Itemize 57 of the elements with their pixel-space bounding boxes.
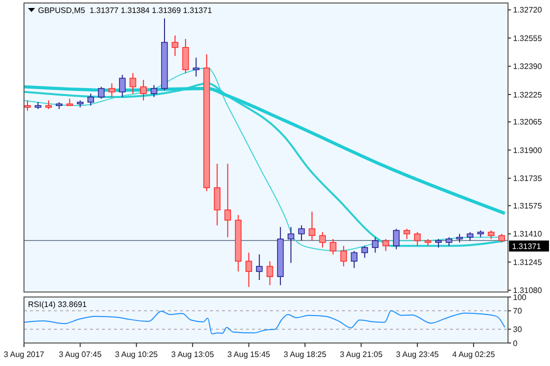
y-tick-label: 100 (513, 292, 527, 302)
y-tick-label: 70 (513, 306, 522, 316)
candlestick (130, 72, 136, 94)
candlestick (140, 79, 147, 101)
candlestick (224, 163, 232, 238)
ref-line-label: 1.31371 (512, 242, 542, 252)
candlestick (87, 93, 94, 106)
candlestick (182, 38, 189, 74)
candlestick (172, 34, 178, 57)
y-tick-label: 1.32065 (513, 118, 542, 127)
candlestick (150, 84, 158, 98)
y-tick-label: 0 (513, 338, 518, 348)
x-tick-label: 3 Aug 10:25 (115, 350, 158, 359)
candlestick (393, 228, 400, 250)
candlestick (98, 86, 105, 100)
x-tick-label: 3 Aug 07:45 (58, 350, 102, 359)
candlestick (308, 211, 316, 242)
x-tick-label: 3 Aug 15:45 (227, 350, 271, 359)
candlestick (372, 236, 379, 254)
candlestick (108, 82, 116, 98)
candlestick (24, 100, 31, 112)
y-tick-label: 1.31080 (513, 286, 542, 296)
y-tick-label: 30 (513, 325, 522, 334)
candlestick (192, 57, 200, 78)
candlestick (404, 228, 410, 240)
y-tick-label: 1.32720 (513, 6, 542, 15)
candlestick (330, 238, 336, 255)
chart-title: RSI(14) 33.8691 (28, 300, 88, 309)
y-tick-label: 1.32225 (513, 90, 542, 100)
candlestick (266, 260, 274, 286)
y-tick-label: 1.31245 (513, 258, 542, 267)
y-tick-label: 1.32390 (513, 62, 542, 72)
candlestick (256, 254, 263, 281)
candlestick (298, 224, 305, 242)
candlestick (245, 252, 252, 288)
line-series (24, 310, 506, 334)
candlestick (382, 238, 390, 252)
y-tick-label: 1.31410 (513, 230, 542, 239)
candlestick (340, 245, 347, 267)
candlestick (361, 245, 368, 258)
x-tick-label: 4 Aug 02:25 (452, 350, 496, 359)
x-tick-label: 3 Aug 18:25 (284, 350, 327, 359)
candlestick (414, 232, 421, 246)
x-tick-label: 3 Aug 21:05 (340, 350, 384, 359)
chart-title: GBPUSD,M5 1.31377 1.31384 1.31369 1.31371 (38, 6, 212, 15)
candlestick (214, 163, 220, 226)
y-tick-label: 1.32555 (513, 34, 542, 43)
x-tick-label: 3 Aug 2017 (4, 350, 45, 359)
y-tick-label: 1.31575 (513, 201, 542, 210)
y-tick-label: 1.31900 (513, 146, 542, 155)
y-tick-label: 1.31735 (513, 174, 542, 184)
candlestick (119, 74, 126, 98)
candlestick (319, 232, 326, 248)
x-tick-label: 3 Aug 13:05 (171, 350, 214, 359)
x-tick-label: 3 Aug 23:45 (396, 350, 440, 359)
candlestick (350, 250, 358, 269)
candlestick (288, 226, 294, 264)
